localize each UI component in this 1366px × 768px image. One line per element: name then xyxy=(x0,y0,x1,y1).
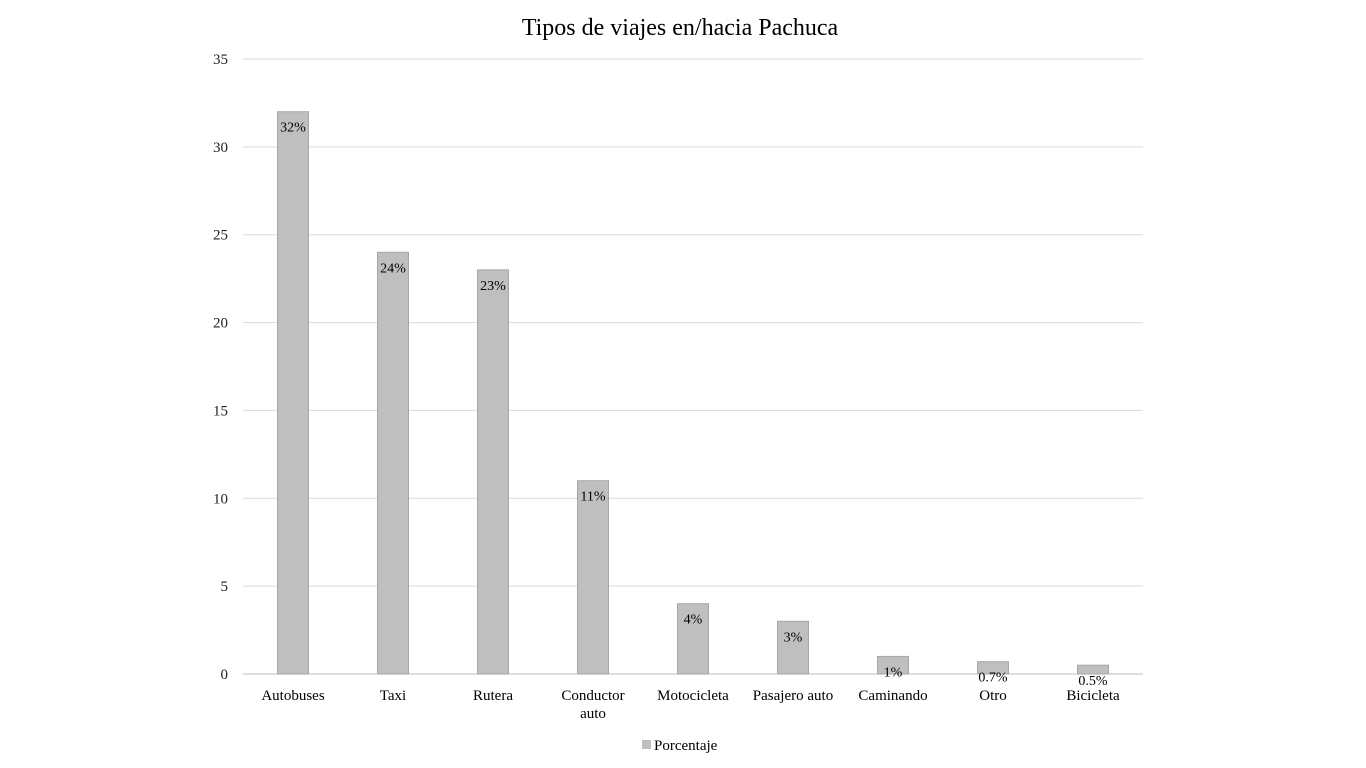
data-label: 3% xyxy=(784,630,803,645)
x-axis-categories: Autobuses Taxi Rutera Conductor auto Motocicl… xyxy=(261,688,1120,722)
data-label: 23% xyxy=(480,279,506,294)
data-label: 0.5% xyxy=(1078,674,1108,689)
y-tick-label: 15 xyxy=(213,403,228,419)
y-tick-label: 20 xyxy=(213,316,228,332)
bars xyxy=(277,111,1109,675)
y-tick-label: 25 xyxy=(213,228,228,244)
chart-title: Tipos de viajes en/hacia Pachuca xyxy=(522,15,839,41)
legend-label: Porcentaje xyxy=(654,738,718,754)
data-label: 32% xyxy=(280,121,306,136)
y-tick-label: 5 xyxy=(221,579,229,595)
data-labels: 32% 24% 23% 11% 4% 3% 1% 0.7% 0.5% xyxy=(280,121,1108,690)
legend-swatch xyxy=(642,740,651,749)
y-tick-label: 35 xyxy=(213,52,228,68)
x-tick-label: Conductor auto xyxy=(561,688,624,722)
y-tick-label: 30 xyxy=(213,140,228,156)
data-label: 1% xyxy=(884,665,903,680)
bar xyxy=(1077,664,1109,675)
data-label: 11% xyxy=(580,490,605,505)
legend: Porcentaje xyxy=(642,738,718,754)
bar xyxy=(377,251,409,675)
bar xyxy=(877,655,909,675)
bar xyxy=(777,620,809,675)
y-axis-ticks: 0 5 10 15 20 25 30 35 xyxy=(213,52,228,683)
bar xyxy=(677,603,709,675)
bar xyxy=(977,661,1009,675)
y-tick-label: 0 xyxy=(221,667,229,683)
x-tick-label: Pasajero auto xyxy=(753,688,833,704)
data-label: 4% xyxy=(684,613,703,628)
bar xyxy=(477,269,509,675)
data-label: 24% xyxy=(380,261,406,276)
bar xyxy=(577,480,609,675)
x-tick-label: Taxi xyxy=(380,688,406,704)
x-tick-label: Motocicleta xyxy=(657,688,729,704)
y-tick-label: 10 xyxy=(213,491,228,507)
x-tick-label: Otro xyxy=(979,688,1007,704)
x-tick-label: Rutera xyxy=(473,688,513,704)
data-label: 0.7% xyxy=(978,671,1008,686)
x-tick-label: Autobuses xyxy=(261,688,324,704)
x-tick-label: Bicicleta xyxy=(1066,688,1120,704)
bar xyxy=(277,111,309,675)
x-tick-label: Caminando xyxy=(858,688,927,704)
